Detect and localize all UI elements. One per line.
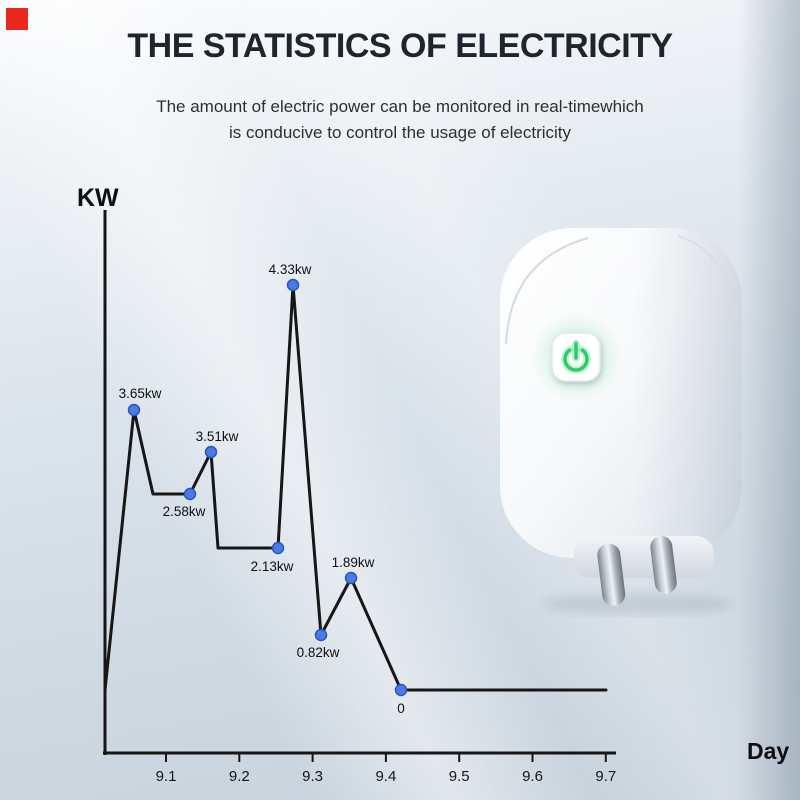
data-point-marker xyxy=(286,278,300,292)
page-title: THE STATISTICS OF ELECTRICITY xyxy=(127,27,673,65)
data-point-label: 2.13kw xyxy=(251,559,294,574)
data-point-label: 0.82kw xyxy=(297,645,340,660)
x-axis-title: Day xyxy=(747,738,790,764)
plug-pin-collar xyxy=(574,536,714,578)
x-tick-label: 9.3 xyxy=(302,768,323,785)
x-tick-label: 9.5 xyxy=(449,768,470,785)
x-tick-label: 9.2 xyxy=(229,768,250,785)
data-point-marker xyxy=(314,628,328,642)
power-usage-line xyxy=(103,283,608,692)
data-point-marker xyxy=(183,487,197,501)
data-point-marker xyxy=(204,445,218,459)
plug-shadow xyxy=(542,593,734,615)
data-point-label: 4.33kw xyxy=(269,262,312,277)
subtitle-line-1: The amount of electric power can be moni… xyxy=(156,97,644,116)
plug-pin-left xyxy=(597,543,626,606)
data-point-label: 3.65kw xyxy=(119,386,162,401)
plug-seam-line-2 xyxy=(677,235,737,319)
subtitle-line-2: is conducive to control the usage of ele… xyxy=(228,123,572,143)
plug-body-shading xyxy=(500,228,742,558)
data-point-label: 1.89kw xyxy=(332,555,375,570)
data-point-marker xyxy=(344,571,358,585)
data-point-marker xyxy=(271,541,285,555)
plug-seam-line xyxy=(505,237,589,345)
power-icon xyxy=(563,341,589,372)
plug-pin-right xyxy=(650,535,677,594)
data-point-label: 3.51kw xyxy=(196,429,239,444)
page-subtitle: The amount of electric power can be moni… xyxy=(0,94,800,147)
y-axis-title: KW xyxy=(77,184,119,212)
smart-plug-product-image xyxy=(500,228,742,615)
x-tick-label: 9.4 xyxy=(375,768,396,785)
data-point-label: 0 xyxy=(397,701,405,716)
x-tick-label: 9.1 xyxy=(156,768,177,785)
x-tick-label: 9.7 xyxy=(595,768,616,785)
data-point-marker xyxy=(127,403,141,417)
data-point-label: 2.58kw xyxy=(163,504,206,519)
data-point-marker xyxy=(394,683,408,697)
corner-brand-mark xyxy=(6,8,28,30)
x-tick-label: 9.6 xyxy=(522,768,543,785)
